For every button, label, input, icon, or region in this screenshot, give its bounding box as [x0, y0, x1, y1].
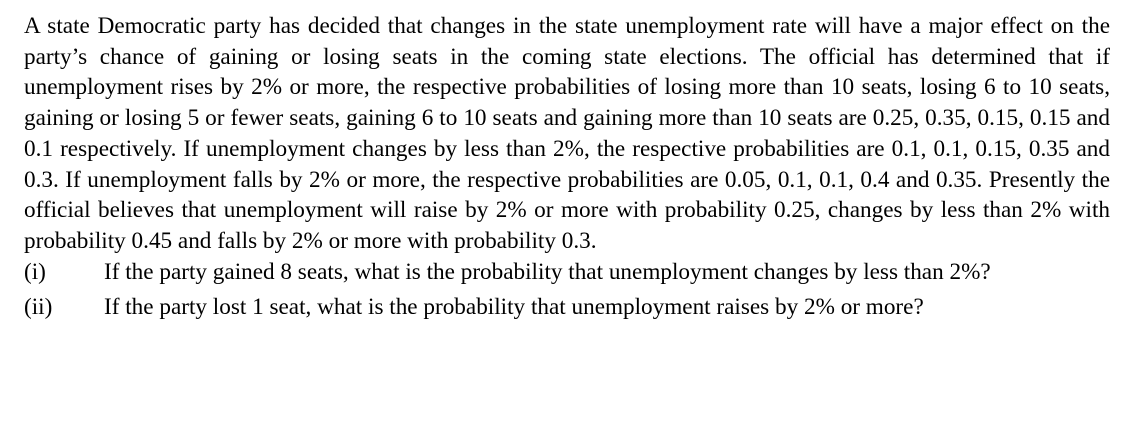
question-text-1: If the party gained 8 seats, what is the…	[104, 258, 991, 285]
question-label-1: (i)	[24, 258, 46, 285]
problem-document: A state Democratic party has decided tha…	[24, 11, 1110, 323]
question-item-2: (ii) If the party lost 1 seat, what is t…	[24, 292, 1110, 323]
question-item-1: (i) If the party gained 8 seats, what is…	[24, 257, 1110, 288]
problem-paragraph: A state Democratic party has decided tha…	[24, 13, 1110, 254]
question-label-2: (ii)	[24, 294, 53, 321]
question-text-2: If the party lost 1 seat, what is the pr…	[104, 294, 924, 321]
